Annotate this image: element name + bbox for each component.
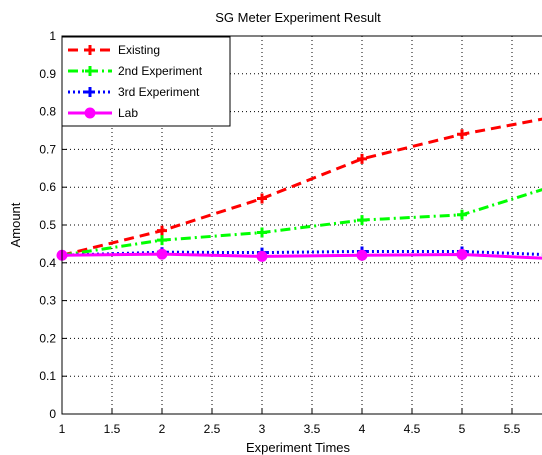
data-point xyxy=(357,153,367,164)
data-point xyxy=(456,248,468,260)
y-tick-label: 0.2 xyxy=(39,331,56,345)
data-point xyxy=(356,249,368,261)
data-point xyxy=(257,193,267,204)
legend-swatch-marker xyxy=(85,66,95,76)
y-tick-label: 0.9 xyxy=(39,67,56,81)
legend-label: 2nd Experiment xyxy=(118,64,203,78)
data-point xyxy=(156,248,168,260)
y-tick-label: 0.4 xyxy=(39,256,56,270)
series-line xyxy=(61,117,542,257)
y-axis-label: Amount xyxy=(8,202,23,247)
x-axis-label: Experiment Times xyxy=(246,440,351,455)
legend-label: Lab xyxy=(118,106,138,120)
x-tick-label: 5 xyxy=(459,422,466,436)
x-tick-label: 4 xyxy=(359,422,366,436)
y-tick-label: 0.8 xyxy=(39,105,56,119)
x-tick-label: 2 xyxy=(159,422,166,436)
legend-label: Existing xyxy=(118,43,160,57)
legend-swatch-marker xyxy=(85,87,95,97)
legend-label: 3rd Experiment xyxy=(118,85,200,99)
y-tick-label: 0.1 xyxy=(39,369,56,383)
x-tick-label: 3 xyxy=(259,422,266,436)
chart-title: SG Meter Experiment Result xyxy=(215,10,381,25)
y-tick-label: 1 xyxy=(49,29,56,43)
data-point xyxy=(457,129,467,140)
legend-swatch-marker xyxy=(85,45,95,55)
axis-ticks: 11.522.533.544.555.5600.10.20.30.40.50.6… xyxy=(39,29,521,436)
data-point xyxy=(457,209,467,220)
y-tick-label: 0 xyxy=(49,407,56,421)
y-tick-label: 0.5 xyxy=(39,218,56,232)
series-line xyxy=(61,252,542,260)
x-tick-label: 4.5 xyxy=(404,422,421,436)
legend-swatch-marker xyxy=(84,107,96,119)
data-point xyxy=(357,215,367,226)
data-point xyxy=(257,227,267,238)
grid xyxy=(62,36,542,414)
x-tick-label: 1.5 xyxy=(104,422,121,436)
series-line xyxy=(61,188,542,257)
data-point xyxy=(157,235,167,246)
y-tick-label: 0.3 xyxy=(39,294,56,308)
series-layer xyxy=(56,117,542,262)
y-tick-label: 0.7 xyxy=(39,142,56,156)
x-tick-label: 5.5 xyxy=(504,422,521,436)
data-point xyxy=(157,225,167,236)
y-tick-label: 0.6 xyxy=(39,180,56,194)
x-tick-label: 1 xyxy=(59,422,66,436)
data-point xyxy=(256,250,268,262)
x-tick-label: 3.5 xyxy=(304,422,321,436)
legend: Existing 2nd Experiment 3rd Experiment Lab xyxy=(61,36,231,127)
series-line xyxy=(61,249,542,257)
x-tick-label: 2.5 xyxy=(204,422,221,436)
